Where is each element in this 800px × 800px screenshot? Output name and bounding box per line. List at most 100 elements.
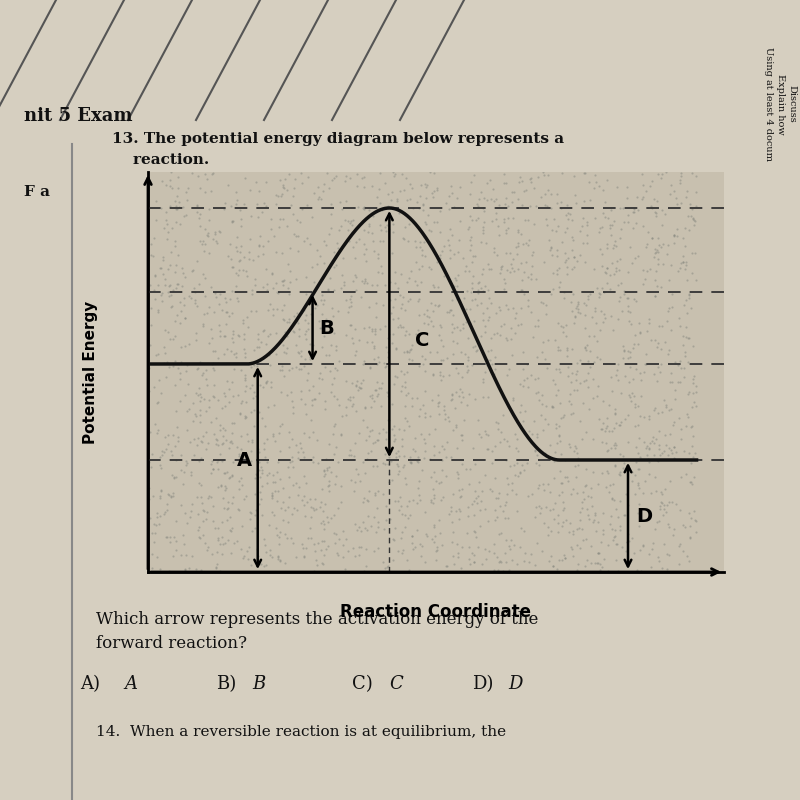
Point	[397, 544, 410, 557]
Point	[154, 490, 166, 502]
Point	[353, 334, 366, 346]
Point	[238, 172, 251, 185]
Point	[578, 493, 590, 506]
Point	[254, 492, 267, 505]
Point	[609, 437, 622, 450]
Point	[245, 558, 258, 571]
Point	[498, 273, 510, 286]
Point	[320, 464, 333, 477]
Point	[686, 401, 698, 414]
Point	[549, 362, 562, 375]
Point	[342, 214, 354, 227]
Point	[664, 428, 677, 441]
Point	[327, 390, 340, 402]
Point	[274, 363, 286, 376]
Point	[652, 442, 665, 455]
Point	[283, 167, 296, 180]
Point	[367, 544, 380, 557]
Point	[522, 425, 535, 438]
Point	[164, 301, 177, 314]
Point	[263, 298, 276, 310]
Point	[352, 201, 365, 214]
Point	[413, 488, 426, 501]
Point	[246, 525, 258, 538]
Point	[531, 351, 544, 364]
Point	[563, 441, 576, 454]
Point	[230, 280, 243, 293]
Point	[463, 317, 476, 330]
Point	[354, 540, 367, 553]
Point	[154, 450, 166, 463]
Point	[380, 341, 393, 354]
Point	[370, 502, 383, 514]
Point	[358, 322, 370, 334]
Point	[147, 283, 160, 296]
Point	[265, 213, 278, 226]
Point	[614, 291, 626, 304]
Point	[198, 245, 210, 258]
Point	[273, 538, 286, 550]
Point	[645, 334, 658, 346]
Point	[250, 197, 263, 210]
Point	[689, 214, 702, 227]
Point	[658, 445, 670, 458]
Point	[566, 234, 579, 246]
Point	[374, 322, 386, 335]
Point	[281, 330, 294, 342]
Point	[233, 264, 246, 277]
Point	[677, 250, 690, 262]
Point	[165, 289, 178, 302]
Point	[286, 208, 299, 221]
Point	[510, 306, 522, 319]
Point	[622, 352, 635, 365]
Point	[677, 338, 690, 351]
Point	[602, 398, 615, 411]
Point	[587, 433, 600, 446]
Point	[504, 460, 517, 473]
Point	[238, 368, 251, 381]
Point	[409, 444, 422, 457]
Point	[687, 372, 700, 385]
Point	[622, 528, 634, 541]
Point	[515, 284, 528, 297]
Point	[542, 334, 554, 346]
Point	[603, 282, 616, 295]
Point	[142, 362, 155, 374]
Point	[462, 501, 475, 514]
Point	[333, 399, 346, 412]
Point	[680, 419, 693, 432]
Point	[682, 386, 695, 398]
Point	[602, 564, 614, 577]
Point	[541, 218, 554, 231]
Point	[561, 207, 574, 220]
Point	[392, 445, 405, 458]
Point	[431, 389, 444, 402]
Point	[406, 494, 419, 506]
Point	[155, 175, 168, 188]
Point	[207, 427, 220, 440]
Point	[660, 548, 673, 561]
Point	[164, 535, 177, 548]
Point	[382, 414, 394, 426]
Point	[253, 238, 266, 251]
Point	[211, 394, 224, 406]
Point	[179, 186, 192, 198]
Point	[510, 433, 523, 446]
Point	[234, 239, 247, 252]
Point	[438, 443, 450, 456]
Point	[510, 241, 522, 254]
Point	[344, 299, 357, 312]
Point	[499, 227, 512, 240]
Point	[685, 478, 698, 490]
Point	[288, 310, 301, 322]
Point	[239, 264, 252, 277]
Point	[636, 219, 649, 232]
Point	[432, 281, 445, 294]
Point	[654, 366, 666, 378]
Point	[208, 306, 221, 318]
Point	[335, 479, 348, 492]
Point	[649, 274, 662, 286]
Point	[613, 448, 626, 461]
Point	[328, 509, 341, 522]
Point	[164, 530, 177, 543]
